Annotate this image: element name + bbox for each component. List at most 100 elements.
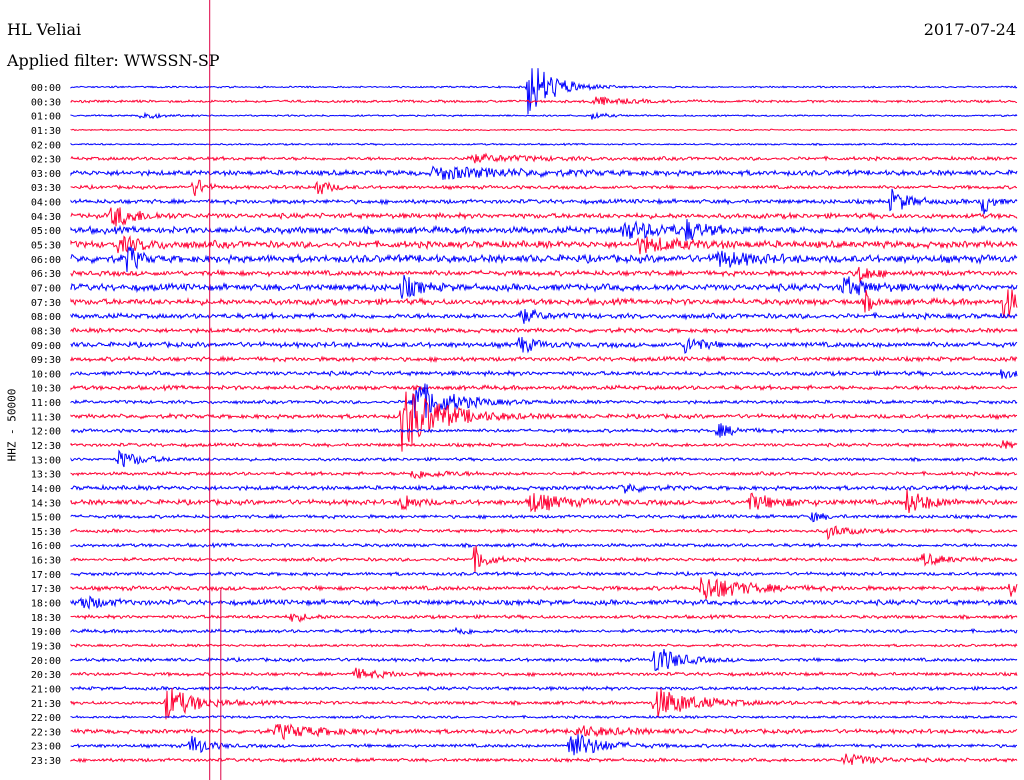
time-label: 17:30 xyxy=(31,584,61,595)
time-label: 04:00 xyxy=(31,198,61,209)
trace-1730 xyxy=(70,577,1018,600)
time-label: 16:00 xyxy=(31,541,61,552)
trace-2030 xyxy=(70,667,1018,680)
time-label: 22:00 xyxy=(31,713,61,724)
time-label: 01:00 xyxy=(31,112,61,123)
trace-1630 xyxy=(70,545,1018,573)
trace-0630 xyxy=(70,266,1018,283)
time-label: 23:00 xyxy=(31,742,61,753)
time-label: 16:30 xyxy=(31,556,61,567)
trace-1430 xyxy=(70,489,1018,513)
trace-1200 xyxy=(70,423,1018,438)
time-label: 13:30 xyxy=(31,470,61,481)
time-label: 09:00 xyxy=(31,341,61,352)
time-label: 11:00 xyxy=(31,398,61,409)
time-label: 08:00 xyxy=(31,312,61,323)
trace-2330 xyxy=(70,753,1018,766)
time-label: 07:30 xyxy=(31,298,61,309)
trace-1830 xyxy=(70,613,1018,623)
time-label: 05:30 xyxy=(31,241,61,252)
time-label: 12:00 xyxy=(31,427,61,438)
trace-2000 xyxy=(70,649,1018,672)
time-label: 00:00 xyxy=(31,83,61,94)
time-label: 15:00 xyxy=(31,513,61,524)
trace-1300 xyxy=(70,449,1018,468)
applied-filter: Applied filter: WWSSN-SP xyxy=(7,51,220,70)
trace-1130 xyxy=(70,391,1018,452)
y-axis-label: HHZ - 50000 xyxy=(5,388,19,462)
trace-0730 xyxy=(70,289,1018,318)
time-marker-group xyxy=(209,0,222,780)
time-label: 08:30 xyxy=(31,326,61,337)
time-label: 11:30 xyxy=(31,412,61,423)
time-label: 17:00 xyxy=(31,570,61,581)
trace-1330 xyxy=(70,470,1018,480)
trace-0900 xyxy=(70,336,1018,354)
time-label: 06:00 xyxy=(31,255,61,266)
time-label-group: 00:00 00:30 01:00 01:30 02:00 02:30 03:00 03:30… xyxy=(31,83,61,767)
trace-1800 xyxy=(70,595,1018,610)
trace-2300 xyxy=(70,733,1017,756)
time-label: 18:30 xyxy=(31,613,61,624)
trace-0430 xyxy=(70,207,1018,227)
time-label: 02:30 xyxy=(31,155,61,166)
trace-1530 xyxy=(70,525,1018,541)
time-label: 18:00 xyxy=(31,599,61,610)
trace-1700 xyxy=(70,570,1018,577)
time-label: 14:30 xyxy=(31,498,61,509)
trace-1230 xyxy=(70,440,1018,449)
time-label: 20:00 xyxy=(31,656,61,667)
station-name: HL Veliai xyxy=(7,20,82,39)
time-label: 00:30 xyxy=(31,97,61,108)
time-label: 21:30 xyxy=(31,699,61,710)
time-label: 10:30 xyxy=(31,384,61,395)
trace-group xyxy=(70,68,1018,766)
trace-1000 xyxy=(70,369,1018,380)
trace-0400 xyxy=(70,188,1018,215)
trace-0500 xyxy=(70,219,1018,241)
trace-0200 xyxy=(70,142,1018,147)
time-label: 22:30 xyxy=(31,727,61,738)
time-label: 14:00 xyxy=(31,484,61,495)
trace-0930 xyxy=(70,355,1018,363)
trace-0830 xyxy=(70,326,1018,335)
trace-0800 xyxy=(70,308,1018,324)
time-label: 12:30 xyxy=(31,441,61,452)
time-label: 07:00 xyxy=(31,284,61,295)
trace-0700 xyxy=(70,274,1018,299)
trace-0600 xyxy=(70,246,1018,273)
trace-0230 xyxy=(70,152,1018,164)
time-label: 03:00 xyxy=(31,169,61,180)
trace-1500 xyxy=(70,511,1018,523)
time-label: 13:00 xyxy=(31,455,61,466)
trace-1900 xyxy=(70,626,1018,636)
time-label: 20:30 xyxy=(31,670,61,681)
trace-2100 xyxy=(70,685,1018,692)
time-label: 06:30 xyxy=(31,269,61,280)
trace-0330 xyxy=(70,179,1017,197)
time-label: 04:30 xyxy=(31,212,61,223)
trace-0130 xyxy=(70,128,1018,132)
time-label: 19:00 xyxy=(31,627,61,638)
trace-1400 xyxy=(70,482,1018,494)
time-label: 23:30 xyxy=(31,756,61,767)
trace-0530 xyxy=(70,235,1018,255)
trace-1600 xyxy=(70,542,1018,549)
trace-2200 xyxy=(70,714,1018,720)
trace-1930 xyxy=(70,642,1018,648)
time-label: 02:00 xyxy=(31,140,61,151)
trace-1100 xyxy=(70,383,1018,419)
time-label: 09:30 xyxy=(31,355,61,366)
trace-1030 xyxy=(70,383,1018,393)
trace-0030 xyxy=(70,96,1018,106)
time-label: 10:00 xyxy=(31,369,61,380)
trace-2130 xyxy=(70,687,1018,720)
time-label: 21:00 xyxy=(31,684,61,695)
trace-2230 xyxy=(70,723,1018,741)
trace-0100 xyxy=(70,111,1018,120)
time-label: 05:00 xyxy=(31,226,61,237)
trace-0300 xyxy=(70,165,1018,180)
time-label: 19:30 xyxy=(31,642,61,653)
time-label: 03:30 xyxy=(31,183,61,194)
